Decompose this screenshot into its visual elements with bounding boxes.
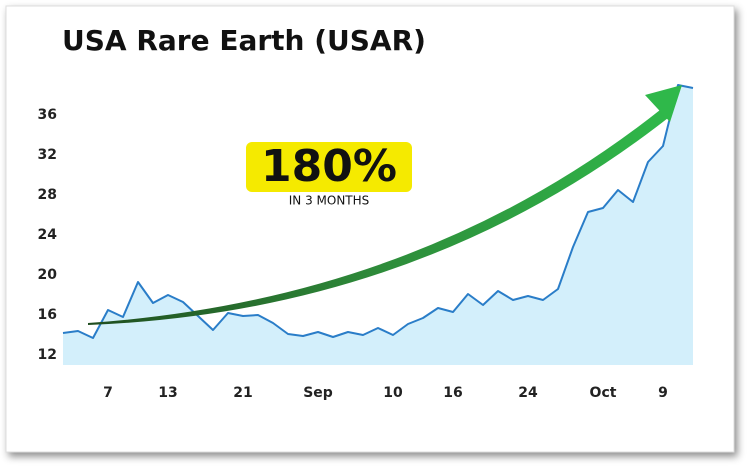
y-tick-label: 28 [38,187,57,203]
annotation-subtitle: IN 3 MONTHS [289,194,370,208]
x-tick-label: 24 [518,385,538,401]
x-tick-label: 10 [383,385,403,401]
line [62,84,694,339]
x-tick-label: 16 [443,385,462,401]
x-tick-label: Sep [303,385,333,401]
x-tick-label: 21 [233,385,252,401]
x-tick-label: 13 [158,385,177,401]
area [63,85,693,365]
y-tick-label: 16 [38,307,57,323]
y-tick-label: 32 [38,147,57,163]
annotation: 180% [261,141,397,192]
arrow-head [645,85,682,122]
annotation-box [246,142,412,192]
y-tick-label: 24 [38,227,58,243]
y-tick-label: 12 [38,347,57,363]
x-tick-label: Oct [590,385,617,401]
y-tick-label: 36 [38,107,57,123]
x-tick-label: 9 [658,385,668,401]
plot: 12 16 20 24 28 32 36 7 13 21 Sep 10 16 24 Oct 9 [38,84,694,401]
y-tick-label: 20 [38,267,58,283]
x-tick-label: 7 [103,385,113,401]
chart-title: USA Rare Earth (USAR) [62,24,426,57]
